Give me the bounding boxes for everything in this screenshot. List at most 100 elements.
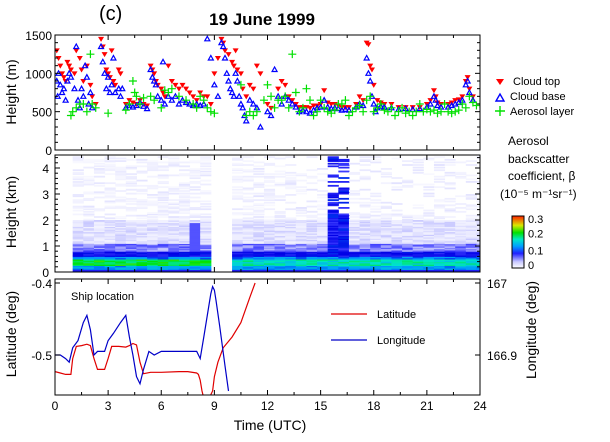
- aerosol-layer-point: [196, 92, 205, 101]
- heatmap-cell: [147, 169, 159, 172]
- heatmap-cell: [327, 249, 339, 252]
- heatmap-cell: [93, 238, 106, 240]
- heatmap-cell: [189, 252, 201, 255]
- heatmap-cell: [104, 255, 116, 257]
- heatmap-cell: [232, 177, 244, 179]
- heatmap-cell: [136, 270, 148, 272]
- heatmap-cell: [104, 192, 116, 195]
- heatmap-cell: [285, 187, 297, 190]
- heatmap-cell: [423, 222, 435, 225]
- heatmap-cell: [168, 243, 180, 246]
- heatmap-cell: [423, 253, 435, 256]
- heatmap-cell: [157, 214, 169, 217]
- heatmap-cell: [444, 174, 456, 177]
- heatmap-cell: [274, 229, 286, 231]
- heatmap-cell: [295, 208, 307, 211]
- heatmap-cell: [295, 252, 307, 255]
- heatmap-cell: [242, 230, 254, 233]
- heatmap-cell: [338, 164, 350, 166]
- heatmap-cell: [433, 200, 446, 203]
- heatmap-cell: [189, 242, 201, 244]
- latitude-line: [55, 282, 256, 395]
- heatmap-cell: [359, 216, 371, 218]
- heatmap-cell: [72, 233, 84, 235]
- heatmap-cell: [83, 191, 95, 194]
- aerosol-layer-point: [316, 96, 325, 105]
- cloud-base-point: [239, 104, 247, 111]
- heatmap-cell: [242, 247, 254, 250]
- aerosol-layer-point: [447, 109, 456, 118]
- heatmap-cell: [455, 177, 467, 179]
- heatmap-cell: [157, 156, 169, 159]
- heatmap-cell: [115, 183, 127, 186]
- heatmap-cell: [348, 268, 361, 270]
- heatmap-cell: [168, 161, 180, 164]
- heatmap-cell: [380, 214, 392, 217]
- heatmap-cell: [423, 268, 435, 270]
- heatmap-cell: [104, 157, 116, 160]
- heatmap-cell: [327, 162, 339, 165]
- heatmap-cell: [178, 270, 191, 272]
- heatmap-cell: [189, 160, 201, 162]
- heatmap-cell: [317, 230, 329, 233]
- heatmap-cell: [338, 223, 350, 226]
- heatmap-cell: [93, 257, 106, 260]
- heatmap-cell: [200, 266, 212, 269]
- heatmap-cell: [306, 234, 318, 237]
- heatmap-cell: [136, 165, 148, 168]
- heatmap-cell: [285, 225, 297, 227]
- heatmap-cell: [465, 195, 477, 198]
- cloud-top-point: [55, 56, 62, 61]
- heatmap-cell: [327, 184, 339, 187]
- heatmap-cell: [168, 256, 180, 259]
- heatmap-cell: [380, 220, 392, 222]
- heatmap-cell: [189, 221, 201, 224]
- heatmap-cell: [338, 246, 350, 248]
- cloud-base-point: [74, 96, 82, 103]
- heatmap-cell: [157, 257, 169, 260]
- heatmap-cell: [147, 256, 159, 259]
- heatmap-cell: [391, 188, 403, 191]
- heatmap-cell: [83, 223, 95, 226]
- heatmap-cell: [285, 229, 297, 231]
- heatmap-cell: [83, 233, 95, 235]
- heatmap-cell: [125, 257, 137, 260]
- heatmap-cell: [317, 268, 329, 270]
- heatmap-cell: [147, 240, 159, 243]
- heatmap-cell: [455, 238, 467, 240]
- heatmap-cell: [455, 221, 467, 224]
- heatmap-cell: [178, 247, 191, 250]
- aerosol-layer-point: [454, 106, 463, 115]
- cloud-base-marker-icon: [494, 92, 506, 102]
- heatmap-cell: [444, 244, 456, 247]
- heatmap-cell: [359, 249, 371, 252]
- heatmap-cell: [306, 221, 318, 224]
- cloud-top-point: [207, 102, 214, 107]
- heatmap-cell: [444, 238, 456, 240]
- x-tick-label: 12: [261, 399, 275, 413]
- heatmap-cell: [433, 156, 446, 159]
- heatmap-cell: [125, 259, 137, 261]
- heatmap-cell: [93, 240, 106, 243]
- heatmap-cell: [317, 220, 329, 222]
- heatmap-cell: [125, 208, 137, 211]
- heatmap-cell: [348, 192, 361, 195]
- heatmap-cell: [317, 225, 329, 227]
- heatmap-cell: [125, 251, 137, 253]
- heatmap-cell: [285, 236, 297, 239]
- heatmap-cell: [147, 239, 159, 242]
- heatmap-cell: [274, 262, 286, 265]
- heatmap-cell: [359, 244, 371, 247]
- cloud-top-point: [117, 71, 124, 77]
- heatmap-cell: [306, 260, 318, 263]
- heatmap-cell: [306, 238, 318, 240]
- bottom-legend: Latitude Longitude: [331, 309, 425, 347]
- heatmap-cell: [285, 268, 297, 270]
- heatmap-cell: [104, 165, 116, 168]
- heatmap-cell: [433, 169, 446, 172]
- heatmap-cell: [370, 243, 382, 246]
- heatmap-cell: [465, 181, 477, 183]
- heatmap-cell: [104, 262, 116, 265]
- heatmap-cell: [306, 218, 318, 221]
